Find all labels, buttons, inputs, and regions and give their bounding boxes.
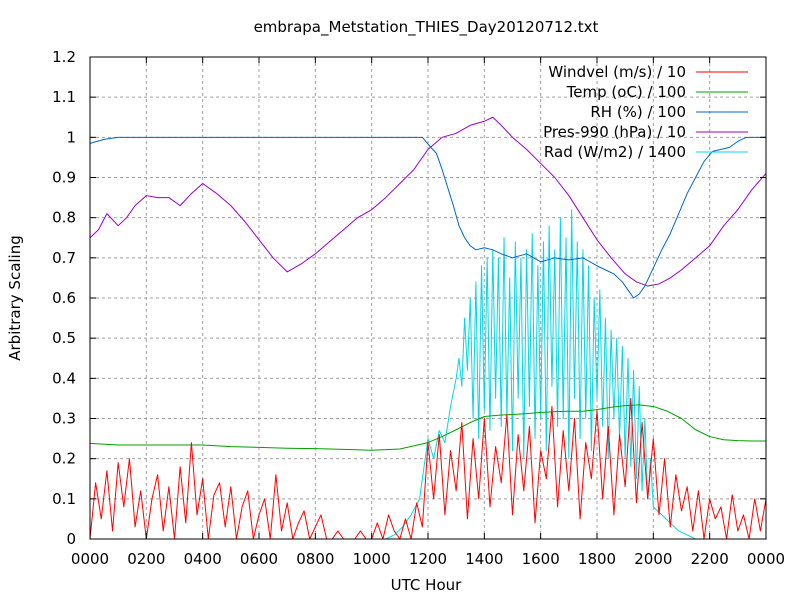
temp-series-line (89, 404, 766, 451)
x-tick-label: 0000 (71, 550, 109, 568)
chart-title: embrapa_Metstation_THIES_Day20120712.txt (254, 18, 599, 37)
x-tick-label: 1200 (409, 550, 447, 568)
y-tick-label: 0.3 (52, 410, 76, 428)
x-tick-label: 1400 (465, 550, 503, 568)
rh-series-line (89, 136, 766, 299)
y-tick-label: 1 (66, 128, 76, 146)
x-tick-label: 2200 (691, 550, 729, 568)
temp-series-legend-label: Temp (oC) / 100 (566, 83, 686, 101)
series-layer (89, 116, 767, 540)
ticks: 0 0.1 0.2 0.3 0.4 0.5 0.6 0.7 0.8 0.9 1 1.1 1.2 0000 0… (52, 48, 785, 568)
y-tick-label: 0.2 (52, 450, 76, 468)
rad-series-legend-label: Rad (W/m2) / 1400 (544, 143, 686, 161)
y-tick-label: 0 (66, 530, 76, 548)
pres-series-line (89, 116, 767, 287)
y-axis-label: Arbitrary Scaling (6, 235, 24, 361)
x-tick-label: 0000 (747, 550, 785, 568)
y-tick-label: 0.6 (52, 289, 76, 307)
x-tick-label: 0200 (127, 550, 165, 568)
y-tick-label: 1.1 (52, 88, 76, 106)
pres-series-legend-label: Pres-990 (hPa) / 10 (543, 123, 686, 141)
y-tick-label: 0.9 (52, 169, 76, 187)
y-tick-label: 1.2 (52, 48, 76, 66)
x-tick-label: 0600 (240, 550, 278, 568)
rad-series-line (90, 209, 766, 540)
windvel-series-line (89, 397, 767, 540)
x-axis-label: UTC Hour (391, 576, 462, 594)
y-tick-label: 0.7 (52, 249, 76, 267)
y-tick-label: 0.1 (52, 490, 76, 508)
x-tick-label: 0400 (184, 550, 222, 568)
y-tick-label: 0.5 (52, 329, 76, 347)
x-tick-label: 1800 (578, 550, 616, 568)
y-tick-label: 0.8 (52, 209, 76, 227)
rh-series-legend-label: RH (%) / 100 (590, 103, 686, 121)
x-tick-label: 0800 (296, 550, 334, 568)
x-tick-label: 1600 (522, 550, 560, 568)
windvel-series-legend-label: Windvel (m/s) / 10 (548, 63, 686, 81)
legend: Windvel (m/s) / 10 Temp (oC) / 100 RH (%) … (543, 63, 748, 161)
x-tick-label: 1000 (353, 550, 391, 568)
y-tick-label: 0.4 (52, 369, 76, 387)
x-tick-label: 2000 (634, 550, 672, 568)
